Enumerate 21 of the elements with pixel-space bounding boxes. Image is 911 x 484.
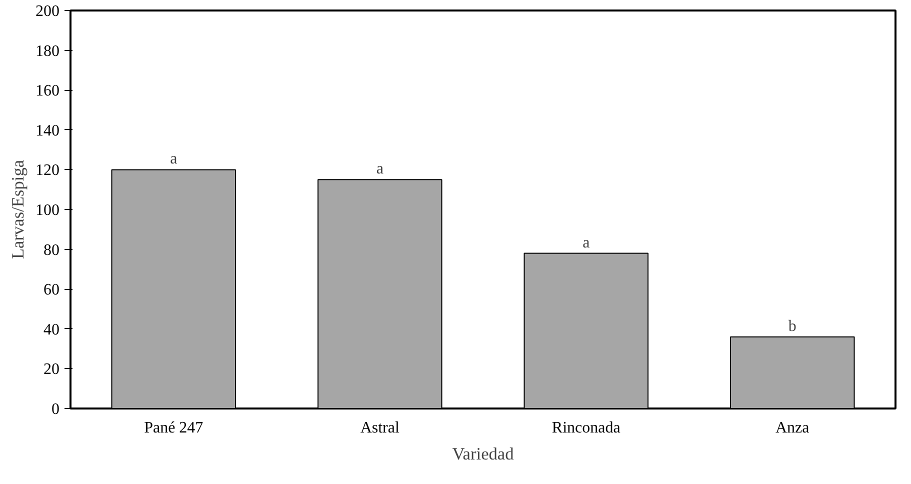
y-tick-label: 100 (36, 202, 60, 219)
x-tick-label: Astral (360, 420, 400, 436)
y-tick-label: 80 (44, 242, 60, 259)
annotation: a (582, 234, 590, 252)
x-tick-label: Anza (775, 420, 810, 436)
annotation: b (788, 318, 796, 335)
y-tick-label: 120 (36, 162, 60, 180)
y-tick-label: 20 (44, 361, 60, 378)
y-tick-label: 200 (36, 3, 60, 20)
annotation: a (376, 160, 384, 178)
x-axis-title: Variedad (452, 444, 514, 464)
y-tick-label: 140 (36, 122, 60, 140)
y-tick-label: 40 (44, 321, 60, 338)
y-tick-label: 180 (36, 42, 60, 60)
y-axis-title: Larvas/Espiga (8, 160, 28, 260)
x-tick-label: Rinconada (552, 420, 620, 436)
annotation: a (170, 150, 178, 168)
y-tick-label: 60 (44, 282, 60, 299)
x-tick-label: Pané 247 (144, 420, 204, 436)
y-tick-label: 160 (36, 82, 60, 100)
y-tick-label: 0 (52, 401, 60, 418)
